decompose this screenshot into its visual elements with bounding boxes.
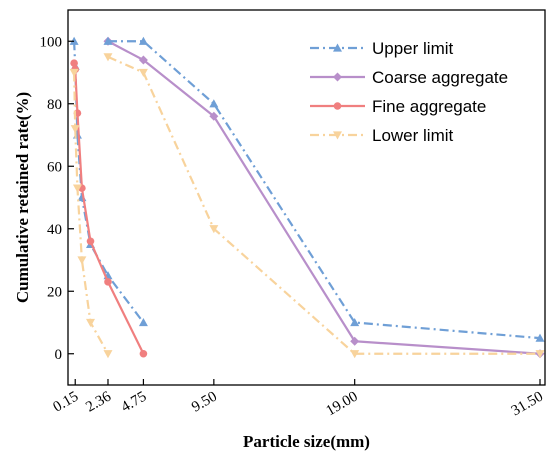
data-point — [70, 125, 80, 134]
legend: Upper limit Coarse aggregate Fine aggregat… — [310, 39, 508, 145]
legend-item: Lower limit — [310, 126, 454, 145]
legend-marker — [333, 131, 342, 140]
data-point — [138, 36, 148, 45]
data-point — [535, 350, 545, 359]
data-point — [138, 68, 148, 77]
data-point — [69, 68, 79, 77]
x-axis-title: Particle size(mm) — [243, 432, 370, 451]
data-point — [350, 336, 360, 346]
y-tick-label: 100 — [40, 34, 63, 50]
data-point — [104, 278, 112, 286]
data-point — [139, 349, 148, 358]
y-axis: 0 20 40 60 80 100 — [40, 34, 74, 363]
data-point — [209, 111, 219, 121]
plot-frame — [67, 9, 546, 386]
x-tick-label: 9.50 — [189, 389, 220, 416]
data-point — [103, 53, 113, 62]
legend-label: Lower limit — [372, 126, 454, 145]
data-point — [72, 184, 82, 193]
x-tick-label: 31.50 — [509, 389, 546, 420]
data-point — [69, 36, 79, 45]
y-tick-label: 0 — [55, 347, 63, 363]
series-line — [73, 62, 145, 355]
x-tick-label: 4.75 — [119, 389, 150, 416]
legend-label: Upper limit — [372, 39, 454, 58]
data-point — [103, 36, 113, 45]
data-point — [86, 237, 95, 246]
data-point — [138, 55, 148, 65]
series-3 — [69, 68, 113, 359]
legend-marker — [333, 72, 342, 82]
data-point — [350, 318, 360, 327]
legend-label: Coarse aggregate — [372, 68, 508, 87]
data-point — [209, 225, 219, 234]
data-point — [103, 350, 113, 359]
data-point — [138, 318, 148, 327]
y-tick-label: 60 — [47, 159, 62, 175]
series-line — [107, 40, 541, 355]
series-5 — [103, 36, 545, 342]
x-tick-label: 0.15 — [50, 389, 81, 416]
data-point — [209, 99, 219, 108]
y-tick-label: 20 — [47, 284, 62, 300]
series-4 — [103, 53, 545, 359]
legend-item: Upper limit — [310, 39, 454, 58]
data-point — [350, 350, 360, 359]
x-tick-label: 2.36 — [83, 388, 114, 415]
data-point — [535, 333, 545, 342]
legend-marker — [333, 43, 342, 52]
y-tick-label: 40 — [47, 222, 62, 238]
legend-item: Fine aggregate — [310, 97, 486, 116]
x-tick-label: 19.00 — [323, 389, 360, 420]
legend-item: Coarse aggregate — [310, 68, 508, 87]
data-point — [85, 318, 95, 327]
data-point — [70, 59, 78, 67]
series-line — [73, 72, 109, 355]
y-tick-label: 80 — [47, 97, 62, 113]
series-line — [107, 40, 541, 340]
data-point — [77, 256, 87, 265]
legend-marker — [333, 102, 342, 110]
legend-label: Fine aggregate — [372, 97, 486, 116]
y-axis-title: Cumulative retained rate(%) — [13, 92, 32, 303]
series-layer — [69, 36, 545, 359]
